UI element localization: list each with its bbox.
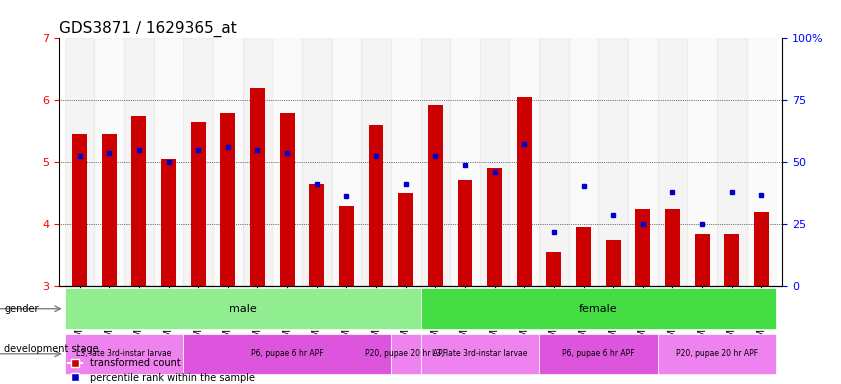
Bar (517, 97, 532, 286)
Text: GDS3871 / 1629365_at: GDS3871 / 1629365_at (59, 21, 236, 37)
Bar (479, 38, 510, 286)
Text: female: female (579, 304, 617, 314)
FancyBboxPatch shape (183, 334, 391, 374)
Bar (220, 113, 235, 286)
FancyBboxPatch shape (420, 288, 776, 329)
FancyBboxPatch shape (65, 288, 420, 329)
Bar (339, 206, 354, 286)
Bar (510, 38, 539, 286)
Text: L3, late 3rd-instar larvae: L3, late 3rd-instar larvae (77, 349, 172, 358)
Text: male: male (229, 304, 257, 314)
Bar (539, 38, 569, 286)
Bar (309, 184, 324, 286)
Text: P6, pupae 6 hr APF: P6, pupae 6 hr APF (562, 349, 635, 358)
Bar (717, 38, 747, 286)
Text: P6, pupae 6 hr APF: P6, pupae 6 hr APF (251, 349, 324, 358)
Bar (420, 38, 450, 286)
Bar (191, 122, 205, 286)
Bar (665, 209, 680, 286)
Bar (250, 88, 265, 286)
Bar (102, 134, 117, 286)
Bar (569, 38, 598, 286)
Bar (94, 38, 124, 286)
Bar (302, 38, 331, 286)
Bar (124, 38, 154, 286)
Bar (272, 38, 302, 286)
Bar (161, 159, 176, 286)
Bar (747, 38, 776, 286)
FancyBboxPatch shape (539, 334, 658, 374)
Bar (658, 38, 687, 286)
Bar (72, 134, 87, 286)
FancyBboxPatch shape (391, 334, 420, 374)
Text: P20, pupae 20 hr APF: P20, pupae 20 hr APF (676, 349, 758, 358)
Text: P20, pupae 20 hr APF: P20, pupae 20 hr APF (365, 349, 447, 358)
Bar (450, 38, 479, 286)
Bar (606, 240, 621, 286)
Text: L3, late 3rd-instar larvae: L3, late 3rd-instar larvae (432, 349, 527, 358)
FancyBboxPatch shape (65, 334, 183, 374)
Bar (65, 38, 94, 286)
Bar (131, 116, 146, 286)
Bar (391, 38, 420, 286)
Bar (636, 209, 650, 286)
Bar (368, 125, 383, 286)
Bar (547, 252, 561, 286)
Bar (687, 38, 717, 286)
Bar (695, 233, 710, 286)
Bar (458, 180, 473, 286)
Bar (598, 38, 628, 286)
Bar (428, 105, 442, 286)
Bar (243, 38, 272, 286)
FancyBboxPatch shape (420, 334, 539, 374)
Bar (628, 38, 658, 286)
Bar (331, 38, 362, 286)
Bar (724, 233, 739, 286)
Bar (213, 38, 243, 286)
Bar (154, 38, 183, 286)
Bar (183, 38, 213, 286)
Text: gender: gender (4, 304, 39, 314)
Bar (280, 113, 294, 286)
Legend: transformed count, percentile rank within the sample: transformed count, percentile rank withi… (64, 354, 259, 384)
Bar (399, 193, 413, 286)
Bar (362, 38, 391, 286)
Bar (576, 227, 591, 286)
FancyBboxPatch shape (658, 334, 776, 374)
Bar (754, 212, 769, 286)
Text: development stage: development stage (4, 344, 99, 354)
Bar (487, 169, 502, 286)
